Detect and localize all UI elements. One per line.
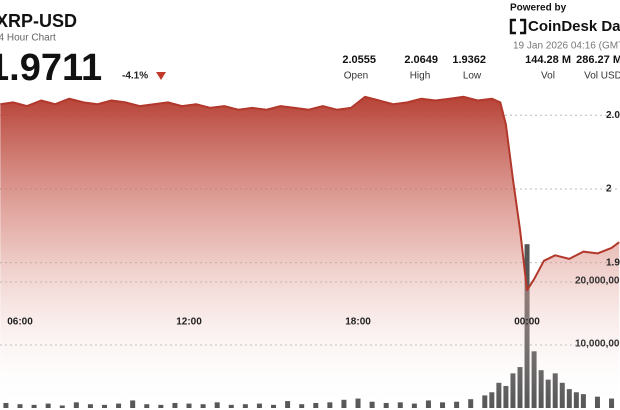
price-area	[0, 96, 620, 410]
stat-label: Vol	[541, 71, 555, 82]
x-tick-label: 12:00	[176, 317, 202, 328]
y-tick-label: 2	[606, 184, 612, 195]
x-tick-label: 00:00	[514, 317, 540, 328]
stat-value: 1.9362	[452, 54, 486, 66]
x-tick-label: 18:00	[345, 317, 371, 328]
y2-tick-label: 10,000,000	[575, 339, 620, 350]
y-tick-label: 1.96	[606, 257, 620, 268]
brand-logo	[509, 18, 527, 35]
subtitle: 24 Hour Chart	[0, 33, 56, 44]
stat-label: Vol USD	[584, 71, 620, 82]
price-line	[0, 95, 620, 292]
plot-area: 2.04 2 1.96 10,000,000 20,000,000 06:00 12:00 1…	[0, 95, 620, 410]
symbol: XRP-USD	[0, 11, 77, 31]
stat-label: Open	[344, 71, 368, 82]
stat-value: 2.0649	[404, 54, 438, 66]
header: XRP-USD 24 Hour Chart 1.9711 -4.1% Power…	[0, 3, 620, 89]
x-tick-label: 06:00	[7, 317, 33, 328]
stat-label: High	[410, 71, 431, 82]
stat-value: 2.0555	[342, 54, 376, 66]
stat-value: 286.27 M	[576, 54, 620, 66]
brand: CoinDesk Data	[528, 18, 620, 35]
y-tick-label: 2.04	[606, 110, 620, 121]
powered-by: Powered by	[510, 3, 567, 14]
timestamp: 19 Jan 2026 04:16 (GMT)	[513, 41, 620, 52]
price: 1.9711	[0, 47, 102, 89]
y2-tick-label: 20,000,000	[575, 276, 620, 287]
change: -4.1%	[122, 71, 148, 82]
down-arrow	[156, 72, 166, 80]
stat-label: Low	[463, 71, 482, 82]
stat-value: 144.28 M	[525, 54, 571, 66]
